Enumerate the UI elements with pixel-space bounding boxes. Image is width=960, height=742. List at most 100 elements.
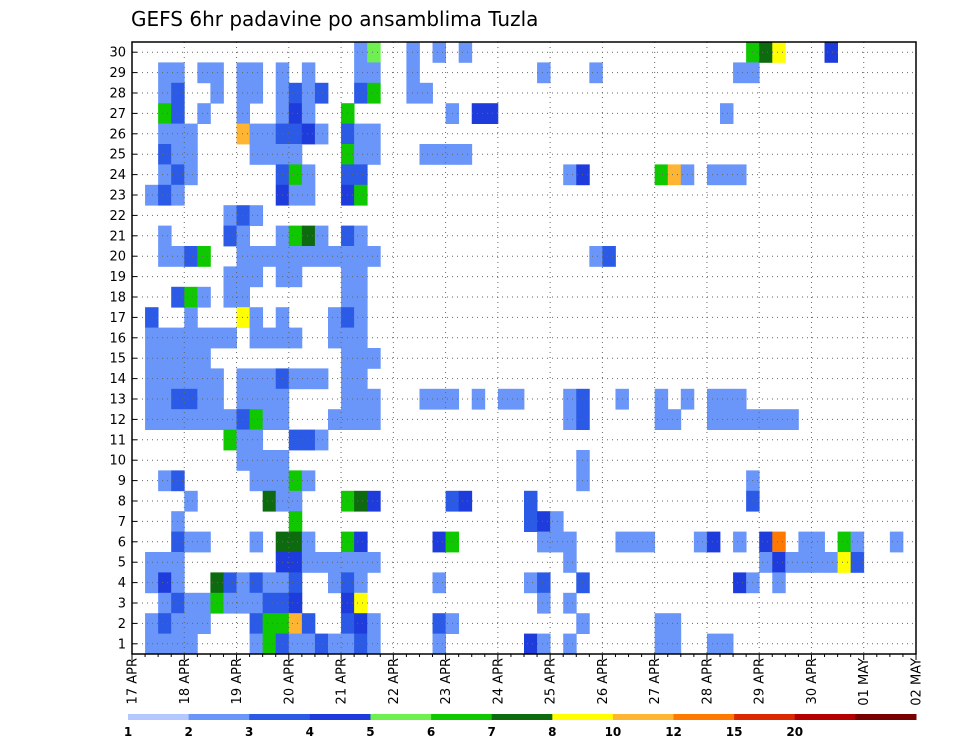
x-tick-label: 29 APR — [753, 658, 768, 704]
heatmap-cell — [563, 552, 577, 573]
heatmap-cell — [354, 266, 368, 288]
dotted-grid — [132, 42, 916, 654]
heatmap-cell — [288, 82, 303, 104]
x-axis-ticks: 17 APR 18 APR 19 APR 20 APR 21 APR 22 APR 23 A… — [126, 654, 925, 706]
heatmap-cell — [354, 572, 368, 594]
x-tick-label: 23 APR — [439, 658, 454, 704]
heatmap-cell — [236, 592, 250, 614]
heatmap-cell — [811, 531, 825, 553]
heatmap-cell — [720, 409, 734, 430]
heatmap-cell — [184, 164, 198, 186]
heatmap-cell — [328, 552, 342, 573]
heatmap-cell — [288, 164, 303, 186]
colorbar-label: 15 — [726, 725, 743, 739]
heatmap-cell — [158, 592, 172, 614]
heatmap-cell — [288, 613, 303, 634]
heatmap-cell — [158, 572, 172, 594]
heatmap-cell — [759, 42, 773, 63]
colorbar-segment — [855, 714, 917, 720]
heatmap-cell — [223, 327, 237, 349]
heatmap-cell — [262, 327, 277, 349]
heatmap-cell — [262, 470, 277, 492]
heatmap-cell — [288, 246, 303, 267]
heatmap-cell — [301, 633, 316, 655]
heatmap-cell — [471, 103, 486, 124]
chart-title: GEFS 6hr padavine po ansamblima Tuzla — [131, 7, 538, 31]
heatmap-cell — [158, 348, 172, 369]
heatmap-cell — [524, 511, 538, 532]
heatmap-cell — [223, 286, 237, 308]
x-tick-label: 27 APR — [648, 658, 663, 704]
colorbar-segment — [188, 714, 250, 720]
heatmap-cell — [197, 62, 211, 84]
heatmap-cell — [837, 552, 852, 573]
heatmap-cell — [328, 572, 342, 594]
heatmap-cell — [158, 327, 172, 349]
heatmap-cell — [197, 246, 211, 267]
heatmap-cell — [184, 388, 198, 410]
heatmap-cell — [249, 409, 264, 430]
heatmap-cell — [354, 246, 368, 267]
heatmap-cell — [419, 82, 433, 104]
y-tick-label: 24 — [109, 168, 126, 183]
heatmap-cell — [197, 613, 211, 634]
y-tick-label: 7 — [118, 515, 126, 530]
colorbar-segment — [794, 714, 856, 720]
heatmap-cell — [706, 531, 721, 553]
heatmap-cell — [733, 388, 747, 410]
heatmap-cell — [288, 531, 303, 553]
heatmap-cell — [667, 164, 682, 186]
colorbar-segment — [673, 714, 735, 720]
colorbar-segment — [552, 714, 614, 720]
colorbar-segment — [249, 714, 311, 720]
heatmap-cell — [301, 103, 316, 124]
heatmap-cell — [145, 327, 159, 349]
heatmap-cell — [628, 531, 642, 553]
heatmap-cell — [602, 246, 616, 267]
heatmap-cell — [432, 388, 446, 410]
heatmap-cell — [249, 246, 264, 267]
heatmap-cell — [576, 164, 590, 186]
heatmap-cell — [158, 613, 172, 634]
heatmap-cell — [158, 552, 172, 573]
heatmap-cell — [301, 164, 316, 186]
heatmap-cell — [772, 42, 786, 63]
heatmap-cell — [354, 164, 368, 186]
heatmap-cell — [759, 552, 773, 573]
y-tick-label: 25 — [109, 148, 126, 163]
y-tick-label: 28 — [109, 87, 126, 102]
heatmap-cell — [262, 490, 277, 512]
y-tick-label: 12 — [109, 413, 126, 428]
x-tick-label: 18 APR — [178, 658, 193, 704]
heatmap-cell — [288, 633, 303, 655]
heatmap-cell — [458, 42, 473, 63]
heatmap-cell — [367, 246, 381, 267]
heatmap-cell — [197, 103, 211, 124]
heatmap-cell — [563, 592, 577, 614]
y-tick-label: 13 — [109, 393, 126, 408]
heatmap-cell — [706, 388, 721, 410]
heatmap-cell — [223, 225, 237, 247]
colorbar-segment — [309, 714, 371, 720]
colorbar-label: 8 — [548, 725, 556, 739]
heatmap-cell — [354, 552, 368, 573]
heatmap-cell — [432, 144, 446, 165]
heatmap-cell — [145, 633, 159, 655]
heatmap-cell — [236, 286, 250, 308]
heatmap-cell — [759, 409, 773, 430]
heatmap-cell — [262, 409, 277, 430]
colorbar-segment — [128, 714, 190, 720]
heatmap-cell — [223, 409, 237, 430]
y-tick-label: 18 — [109, 291, 126, 306]
heatmap-cell — [288, 368, 303, 390]
heatmap-cell — [301, 184, 316, 206]
heatmap-cell — [236, 409, 250, 430]
heatmap-cell — [249, 450, 264, 471]
heatmap-cell — [484, 103, 499, 124]
heatmap-cell — [706, 164, 721, 186]
heatmap-cell — [184, 246, 198, 267]
heatmap-cell — [537, 511, 551, 532]
heatmap-cell — [301, 62, 316, 84]
heatmap-cell — [772, 409, 786, 430]
heatmap-cell — [772, 531, 786, 553]
